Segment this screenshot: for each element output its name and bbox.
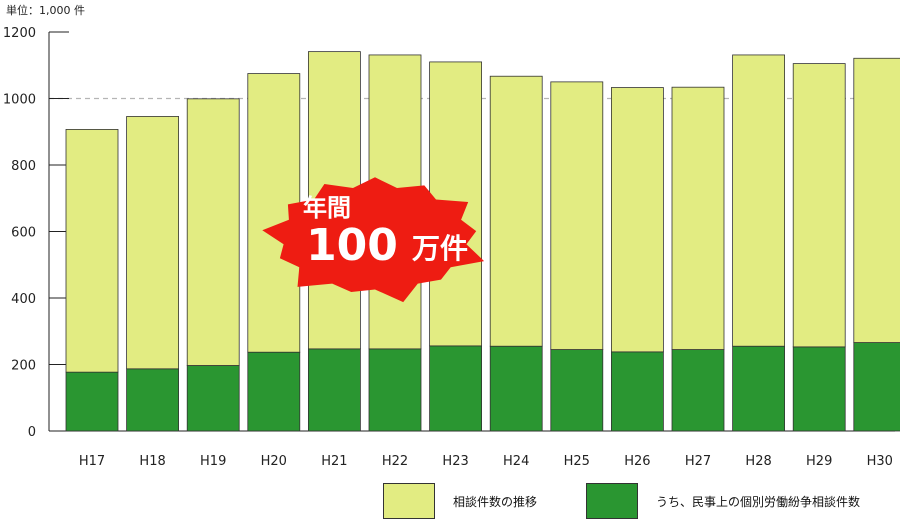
y-tick-label: 0 — [28, 425, 36, 440]
bar-total-consultation — [65, 129, 119, 373]
bar-civil-dispute — [550, 349, 604, 432]
x-tick-label: H17 — [79, 454, 105, 469]
bar-total-consultation — [186, 98, 240, 366]
bar-civil-dispute — [65, 371, 119, 432]
y-tick-label: 800 — [11, 159, 36, 174]
bar-civil-dispute — [126, 368, 179, 432]
bar-total-consultation — [126, 116, 179, 370]
x-tick-label: H21 — [321, 454, 347, 469]
annotation-burst: 年間 100 万件 — [262, 177, 485, 303]
bar-total-consultation — [732, 54, 785, 347]
bar-total-consultation — [792, 63, 846, 348]
x-tick-label: H23 — [442, 454, 468, 469]
x-tick-label: H29 — [806, 454, 832, 469]
bar-civil-dispute — [186, 365, 240, 432]
x-tick-label: H28 — [745, 454, 771, 469]
bar-total-consultation — [489, 75, 543, 347]
legend-label-civil: うち、民事上の個別労働紛争相談件数 — [656, 494, 861, 509]
x-tick-label: H22 — [382, 454, 408, 469]
y-tick-label: 600 — [11, 226, 36, 241]
bar-civil-dispute — [489, 345, 543, 432]
x-tick-label: H20 — [261, 454, 287, 469]
bar-civil-dispute — [368, 348, 422, 432]
unit-label: 単位：1,000 件 — [6, 4, 85, 17]
y-tick-label: 400 — [11, 292, 36, 307]
x-tick-label: H30 — [867, 454, 893, 469]
x-tick-label: H26 — [624, 454, 650, 469]
bar-total-consultation — [671, 86, 725, 350]
annotation-suffix: 万件 — [412, 232, 468, 265]
x-tick-label: H18 — [139, 454, 165, 469]
y-tick-label: 1000 — [3, 93, 36, 108]
legend-swatch-civil — [586, 483, 638, 519]
bar-total-consultation — [550, 81, 604, 350]
bars — [65, 51, 900, 432]
legend-item-total: 相談件数の推移 — [383, 483, 537, 519]
bar-civil-dispute — [429, 345, 483, 432]
annotation-line1: 年間 — [303, 194, 351, 222]
y-tick-label: 200 — [11, 359, 36, 374]
bar-civil-dispute — [671, 349, 725, 432]
annotation-number: 100 — [306, 220, 398, 271]
bar-civil-dispute — [247, 351, 301, 432]
x-tick-label: H27 — [685, 454, 711, 469]
bar-civil-dispute — [611, 351, 664, 432]
burst-shape — [262, 177, 485, 303]
x-tick-label: H19 — [200, 454, 226, 469]
legend-swatch-total — [383, 483, 435, 519]
bar-civil-dispute — [732, 345, 785, 432]
bar-total-consultation — [853, 57, 900, 343]
bar-total-consultation — [611, 87, 664, 353]
y-tick-label: 1200 — [3, 26, 36, 41]
legend-item-civil: うち、民事上の個別労働紛争相談件数 — [586, 483, 860, 519]
bar-civil-dispute — [307, 348, 361, 432]
x-tick-label: H25 — [564, 454, 590, 469]
legend-label-total: 相談件数の推移 — [453, 494, 538, 509]
x-tick-label: H24 — [503, 454, 529, 469]
bar-civil-dispute — [853, 342, 900, 432]
bar-civil-dispute — [792, 346, 846, 432]
